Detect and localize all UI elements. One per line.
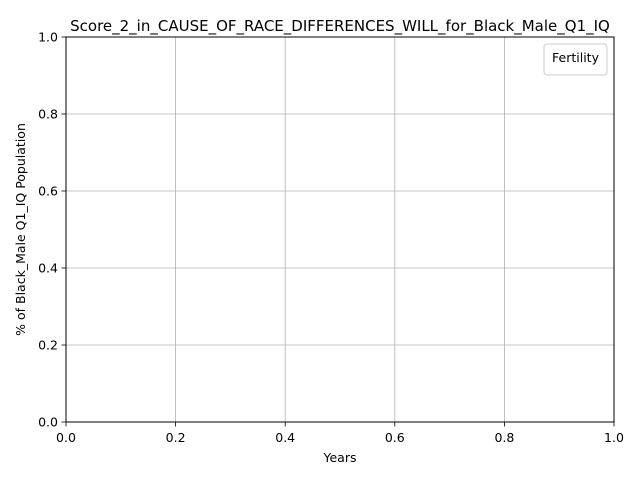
legend-box — [543, 43, 608, 76]
x-axis-label: Years — [323, 450, 357, 465]
y-axis-label: % of Black_Male Q1_IQ Population — [13, 123, 28, 336]
y-tick-label: 1.0 — [38, 30, 58, 45]
x-tick-label: 0.8 — [494, 430, 514, 445]
y-tick-label: 0.8 — [38, 107, 58, 122]
legend-title: Fertility — [552, 50, 600, 65]
y-axis-ticks: 0.0 0.2 0.4 0.6 0.8 1.0 — [38, 30, 66, 430]
x-tick-label: 0.6 — [385, 430, 405, 445]
x-tick-label: 1.0 — [604, 430, 624, 445]
y-tick-label: 0.0 — [38, 415, 58, 430]
x-axis-ticks: 0.0 0.2 0.4 0.6 0.8 1.0 — [56, 422, 624, 445]
x-tick-label: 0.0 — [56, 430, 76, 445]
chart-title: Score_2_in_CAUSE_OF_RACE_DIFFERENCES_WIL… — [70, 17, 610, 36]
grid-lines — [65, 36, 615, 423]
y-tick-label: 0.2 — [38, 338, 58, 353]
legend: Fertility — [543, 43, 608, 76]
x-tick-label: 0.4 — [275, 430, 295, 445]
y-tick-label: 0.6 — [38, 184, 58, 199]
y-tick-label: 0.4 — [38, 261, 58, 276]
x-tick-label: 0.2 — [166, 430, 186, 445]
plot-area — [66, 37, 614, 422]
plot-frame — [65, 36, 615, 423]
